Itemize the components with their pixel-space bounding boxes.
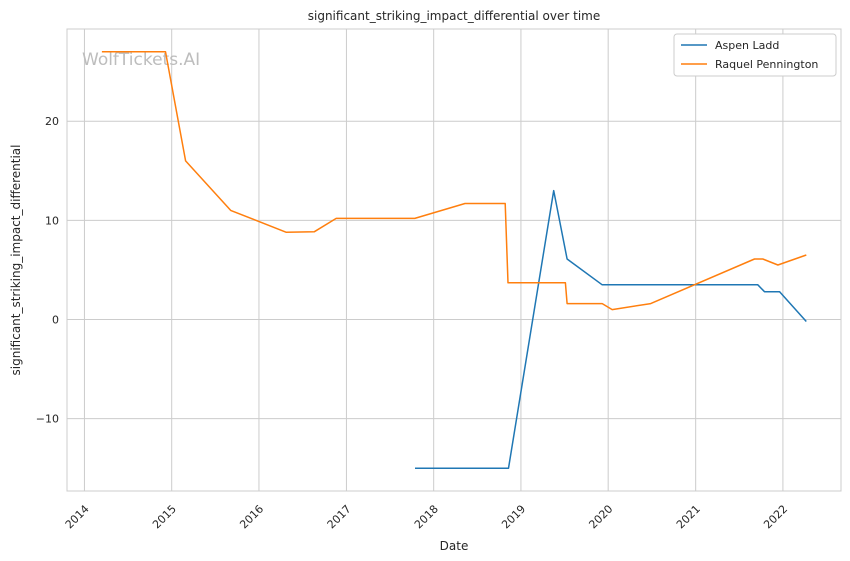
legend-label: Aspen Ladd xyxy=(715,39,779,52)
series-line-aspen-ladd xyxy=(415,189,807,469)
x-axis-label: Date xyxy=(440,539,469,553)
watermark: WolfTickets.AI xyxy=(82,50,200,70)
y-axis-ticks: −10 0 10 20 xyxy=(36,115,59,425)
plot-frame xyxy=(66,28,842,492)
legend-label: Raquel Pennington xyxy=(715,58,818,71)
chart-title: significant_striking_impact_differential… xyxy=(308,9,600,23)
gridlines xyxy=(67,29,841,491)
series-layer xyxy=(101,51,807,469)
y-tick-label: 0 xyxy=(52,313,59,326)
series-line-raquel-pennington xyxy=(101,51,807,311)
y-axis-label: significant_striking_impact_differential xyxy=(9,145,23,376)
y-tick-label: 10 xyxy=(45,214,59,227)
legend-box xyxy=(673,33,837,77)
y-tick-label: 20 xyxy=(45,115,59,128)
y-tick-label: −10 xyxy=(36,413,59,426)
legend: Aspen Ladd Raquel Pennington xyxy=(673,33,837,77)
